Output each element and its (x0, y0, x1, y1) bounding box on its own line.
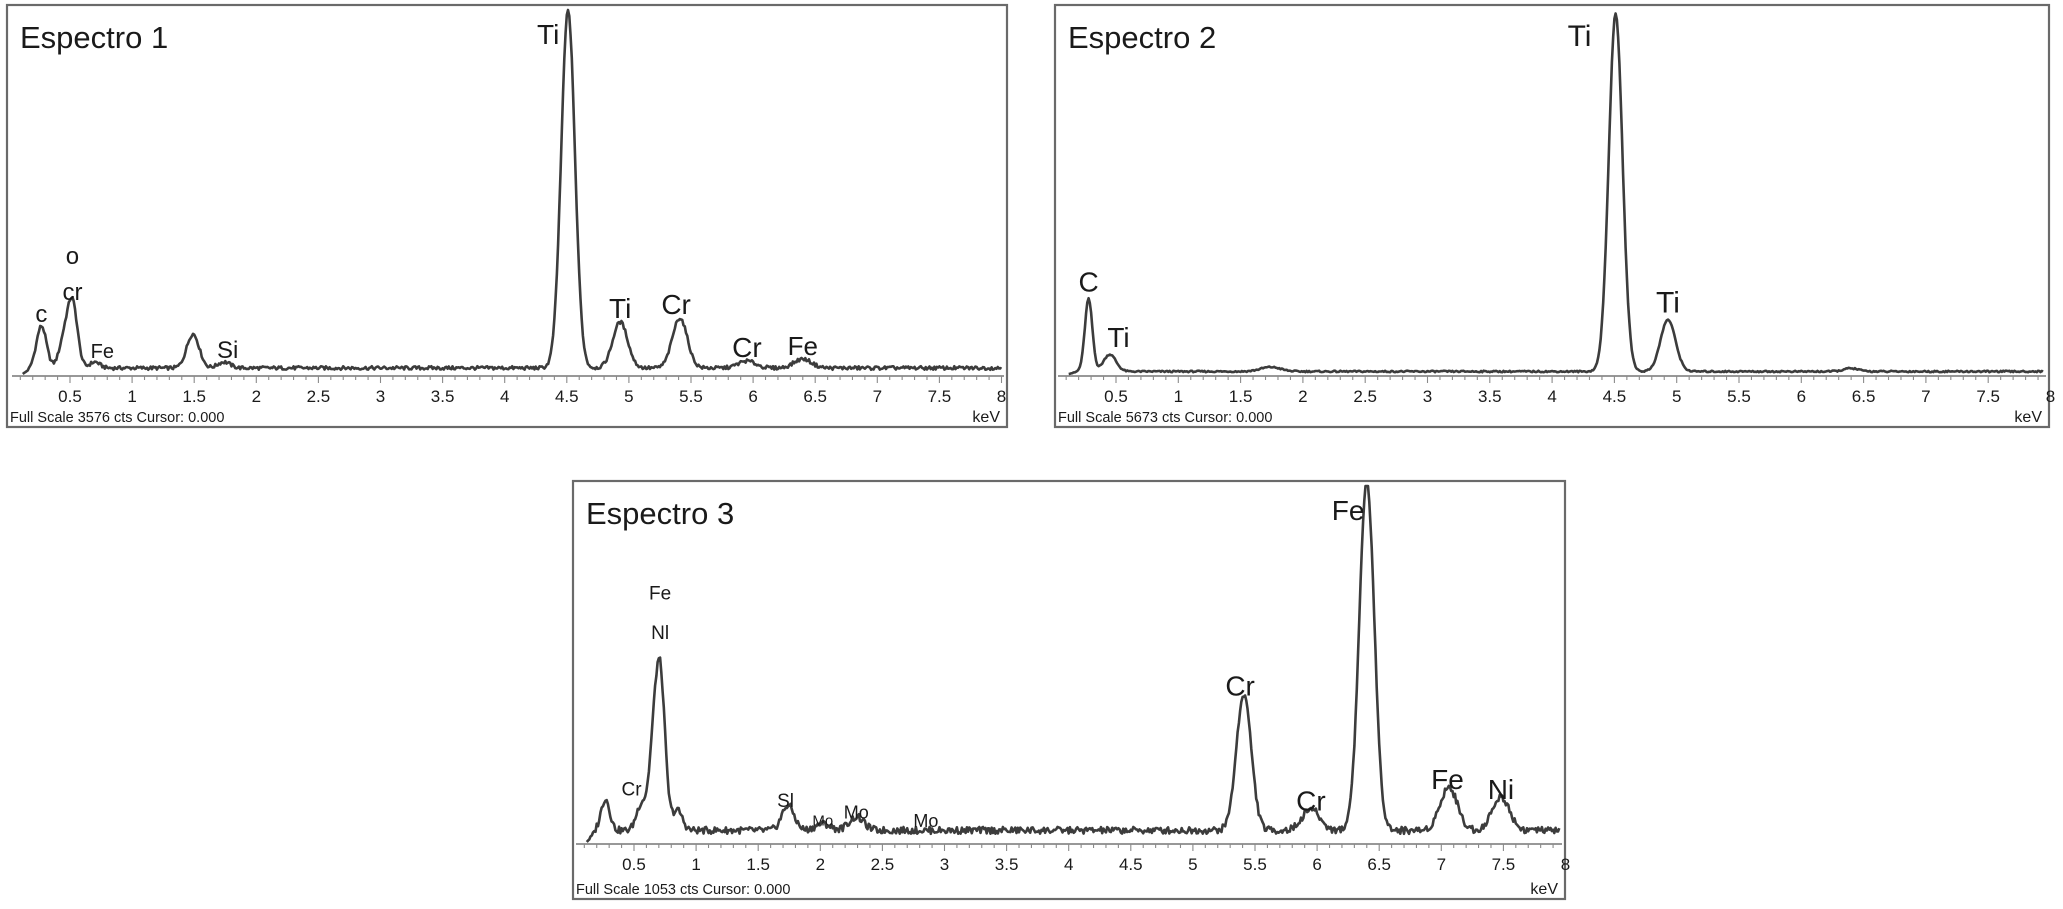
x-tick-label: 4.5 (1603, 387, 1627, 406)
peak-label: Cr (732, 332, 762, 363)
spectrum-panel-2: 0.5 1 1.5 2 2.5 3 3.5 4 4.5 5 5.5 6 6.5 7 7.5 8 C Ti Ti Ti E… (1053, 3, 2058, 432)
peak-label: Fe (788, 331, 818, 361)
x-tick-label: 4.5 (555, 387, 579, 406)
peak-label: Fe (1332, 495, 1365, 526)
spectrum-trace (1068, 12, 2044, 376)
x-tick-label: 7 (1921, 387, 1930, 406)
x-tick-label: 3 (376, 387, 385, 406)
x-tick-label: 1 (1174, 387, 1183, 406)
peak-label: Cr (1225, 671, 1255, 702)
full-scale-readout: Full Scale 3576 cts Cursor: 0.000 (10, 410, 224, 426)
x-tick-label: 4 (1547, 387, 1556, 406)
spectrum-title: Espectro 2 (1068, 20, 1216, 55)
chart-frame (571, 479, 1567, 901)
x-tick-label: 3.5 (1478, 387, 1502, 406)
x-tick-label: 5 (624, 387, 633, 406)
x-tick-label: 2.5 (1353, 387, 1377, 406)
x-tick-label: 4 (500, 387, 509, 406)
spectrum-chart-3: 0.5 1 1.5 2 2.5 3 3.5 4 4.5 5 5.5 6 6.5 7 7.5 8 Cr Nl Fe Sl… (571, 479, 1570, 901)
full-scale-readout: Full Scale 1053 cts Cursor: 0.000 (576, 882, 790, 898)
peak-label: Ti (1656, 286, 1680, 319)
x-tick-label: 5 (1188, 855, 1197, 874)
x-tick-label: 2 (816, 855, 825, 874)
full-scale-readout: Full Scale 5673 cts Cursor: 0.000 (1058, 410, 1272, 426)
x-tick-label: 6 (748, 387, 757, 406)
peak-label: Cr (621, 779, 642, 800)
x-tick-label: 5.5 (679, 387, 703, 406)
x-tick-label: 3 (1423, 387, 1432, 406)
x-tick-label: 4.5 (1119, 855, 1143, 874)
x-tick-label: 1.5 (746, 855, 770, 874)
peak-label: Mo (844, 803, 869, 823)
peak-label: c (35, 301, 47, 328)
x-tick-label: 8 (997, 387, 1006, 406)
x-tick-label: 2.5 (307, 387, 331, 406)
x-tick-label: 7.5 (1492, 855, 1516, 874)
peak-label: Ti (609, 293, 631, 324)
x-axis-unit: keV (1530, 881, 1558, 898)
x-tick-label: 7.5 (1976, 387, 2000, 406)
x-tick-label: 1 (127, 387, 136, 406)
x-tick-label: 8 (1561, 855, 1570, 874)
x-tick-label: 5 (1672, 387, 1681, 406)
x-tick-label: 0.5 (622, 855, 646, 874)
peak-label: Fe (1431, 764, 1464, 795)
x-tick-label: 3 (940, 855, 949, 874)
peak-label: Fe (649, 583, 671, 604)
peak-label: Mo (913, 811, 938, 831)
x-tick-label: 1 (691, 855, 700, 874)
spectrum-panel-3: 0.5 1 1.5 2 2.5 3 3.5 4 4.5 5 5.5 6 6.5 7 7.5 8 Cr Nl Fe Sl… (571, 479, 1574, 904)
x-tick-label: 1.5 (1229, 387, 1253, 406)
x-tick-label: 2 (1298, 387, 1307, 406)
x-tick-label: 5.5 (1243, 855, 1267, 874)
x-tick-label: 3.5 (431, 387, 455, 406)
peak-label: Ti (1568, 20, 1592, 53)
spectrum-title: Espectro 1 (20, 20, 168, 55)
x-tick-label: 6 (1312, 855, 1321, 874)
peak-label: Ni (1488, 774, 1514, 805)
peak-label: Ti (537, 19, 559, 50)
peak-label: cr (62, 279, 82, 306)
peak-label: Sl (777, 791, 794, 812)
spectrum-title: Espectro 3 (586, 496, 734, 531)
peak-label: Nl (651, 623, 669, 644)
x-tick-label: 6 (1797, 387, 1806, 406)
x-axis-unit: keV (972, 409, 1000, 426)
x-tick-label: 6.5 (1367, 855, 1391, 874)
x-tick-label: 5.5 (1727, 387, 1751, 406)
x-tick-label: 3.5 (995, 855, 1019, 874)
x-axis-unit: keV (2014, 409, 2042, 426)
spectrum-trace (585, 484, 1561, 843)
x-tick-label: 7.5 (928, 387, 952, 406)
chart-frame (5, 3, 1009, 429)
peak-label: Fe (91, 341, 114, 363)
peak-label: Si (217, 337, 238, 364)
spectrum-chart-2: 0.5 1 1.5 2 2.5 3 3.5 4 4.5 5 5.5 6 6.5 7 7.5 8 C Ti Ti Ti E… (1053, 3, 2055, 429)
x-tick-label: 7 (1437, 855, 1446, 874)
x-tick-label: 1.5 (182, 387, 206, 406)
peak-label: Cr (661, 289, 691, 320)
peak-label: Mo (812, 812, 833, 829)
peak-label: Ti (1107, 322, 1129, 353)
peak-label: o (66, 243, 79, 270)
x-tick-label: 7 (873, 387, 882, 406)
peak-label: C (1078, 266, 1098, 297)
x-tick-label: 0.5 (1104, 387, 1128, 406)
spectrum-trace (21, 8, 1003, 375)
spectrum-chart-1: 0.5 1 1.5 2 2.5 3 3.5 4 4.5 5 5.5 6 6.5 7 7.5 8 ccr o Fe Si… (5, 3, 1009, 429)
x-tick-label: 8 (2046, 387, 2055, 406)
x-tick-label: 2 (252, 387, 261, 406)
chart-frame (1053, 3, 2051, 429)
peak-label: Cr (1296, 785, 1326, 816)
x-tick-label: 0.5 (58, 387, 82, 406)
x-tick-label: 6.5 (803, 387, 827, 406)
x-tick-label: 6.5 (1852, 387, 1876, 406)
x-tick-label: 4 (1064, 855, 1073, 874)
x-tick-label: 2.5 (871, 855, 895, 874)
spectrum-panel-1: 0.5 1 1.5 2 2.5 3 3.5 4 4.5 5 5.5 6 6.5 7 7.5 8 c cr o Fe Si… (5, 3, 1018, 432)
